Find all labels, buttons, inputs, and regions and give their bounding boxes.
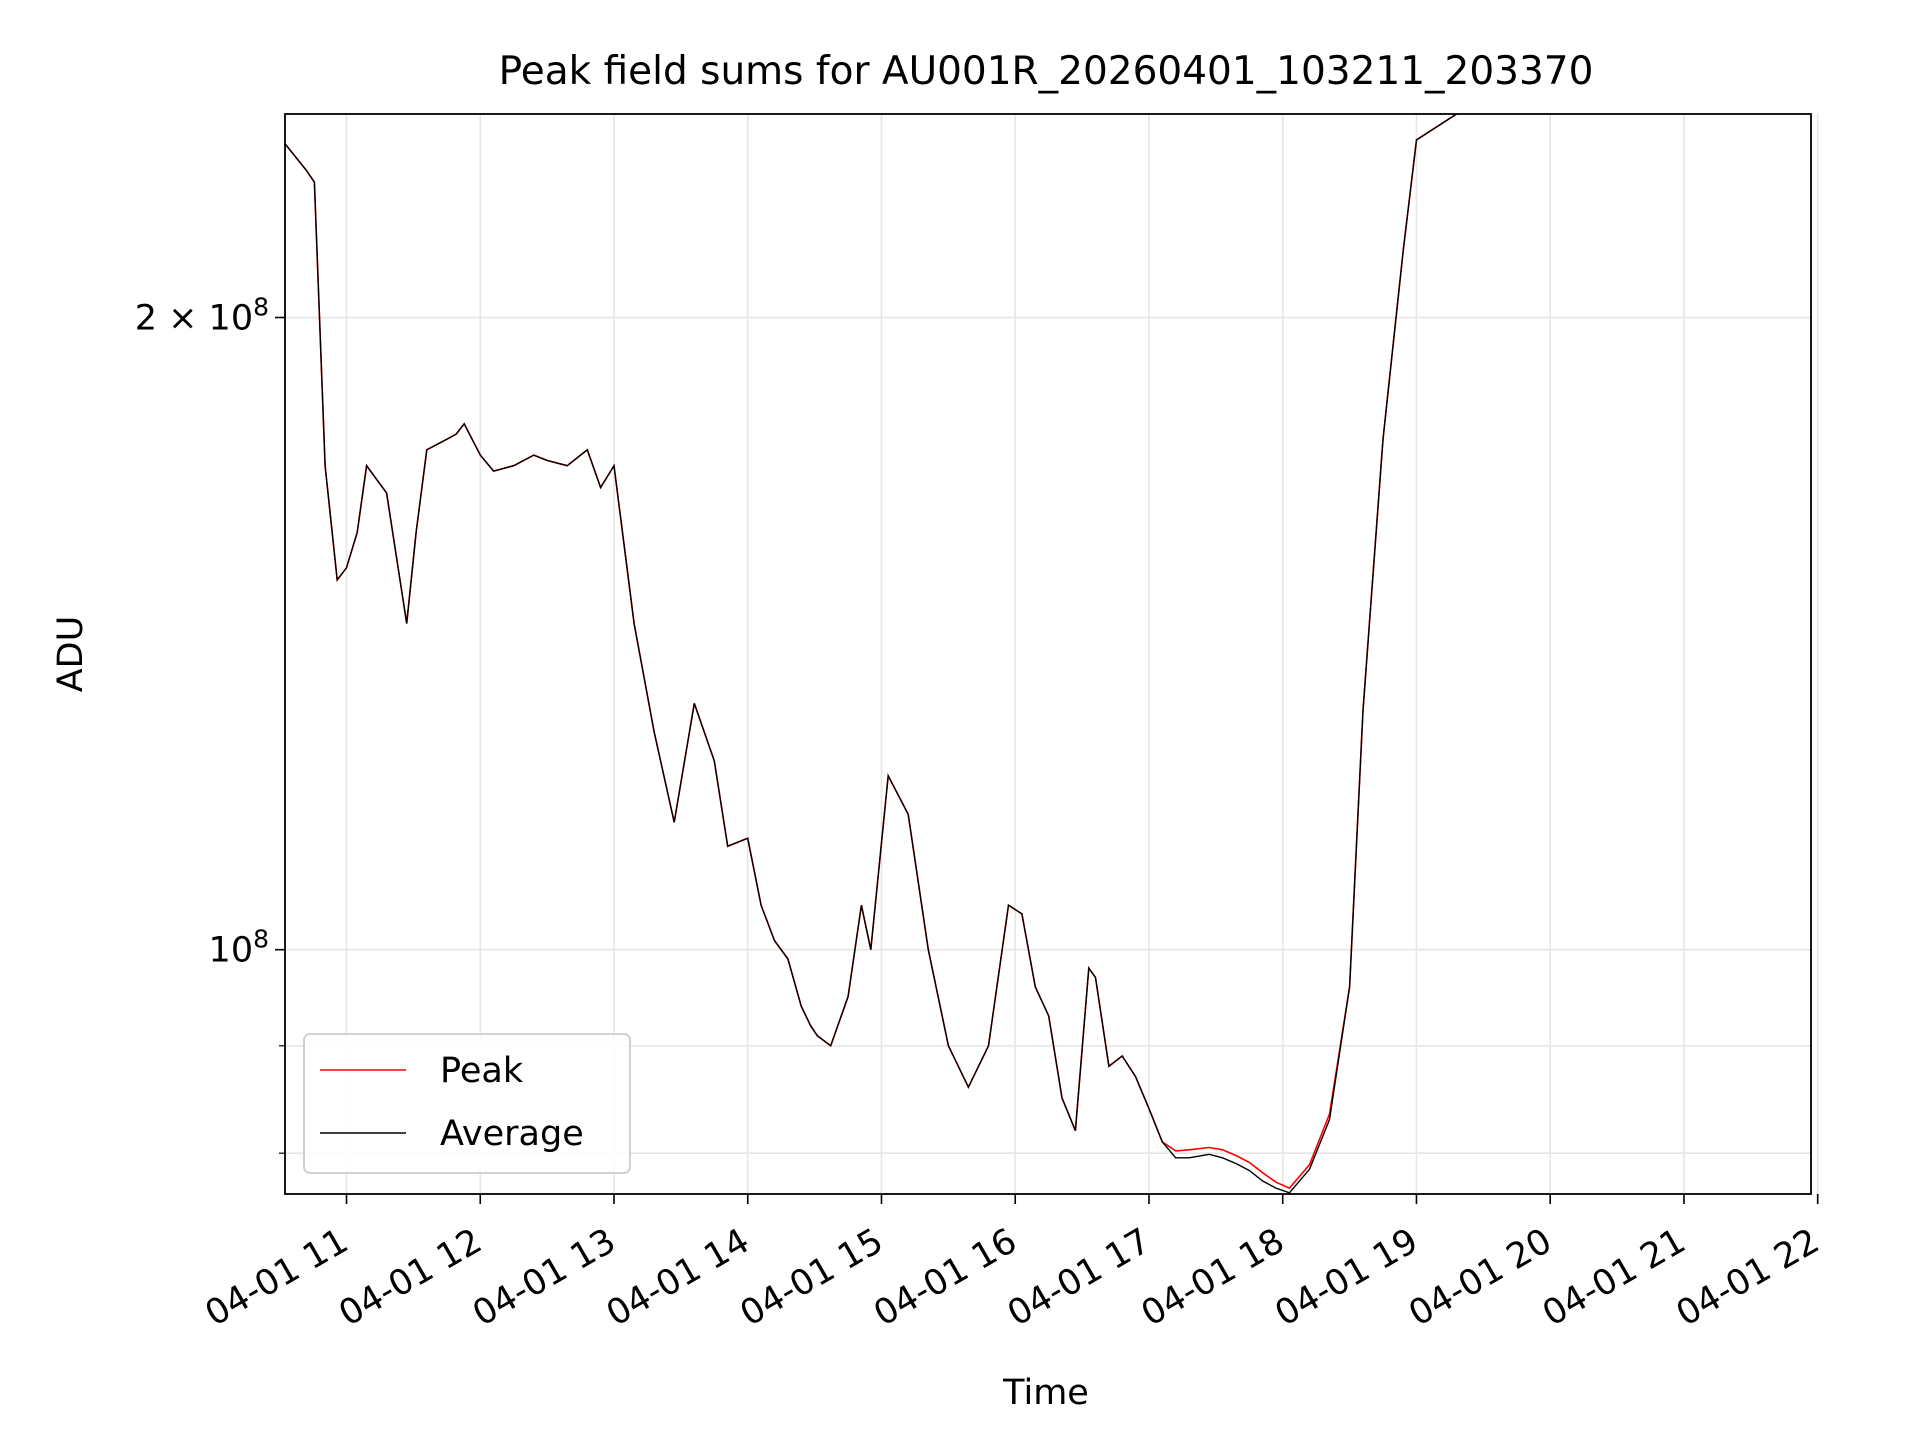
legend-label-peak: Peak bbox=[440, 1051, 524, 1091]
legend-box bbox=[303, 1033, 631, 1174]
series-line-average bbox=[285, 114, 1457, 1194]
grid-lines bbox=[285, 114, 1819, 1194]
y-axis-label: ADU bbox=[51, 616, 91, 693]
y-tick-label: 108 bbox=[209, 925, 269, 971]
plot-frame bbox=[284, 113, 1812, 1195]
chart-title: Peak field sums for AU001R_20260401_1032… bbox=[499, 49, 1594, 94]
y-axis: 108 2 × 108 bbox=[135, 293, 285, 1154]
y-tick-label: 2 × 108 bbox=[135, 293, 269, 339]
legend: Peak Average bbox=[303, 1033, 631, 1174]
legend-label-average: Average bbox=[440, 1114, 584, 1154]
x-axis-label: Time bbox=[1002, 1373, 1089, 1413]
series-layer bbox=[285, 114, 1458, 1194]
